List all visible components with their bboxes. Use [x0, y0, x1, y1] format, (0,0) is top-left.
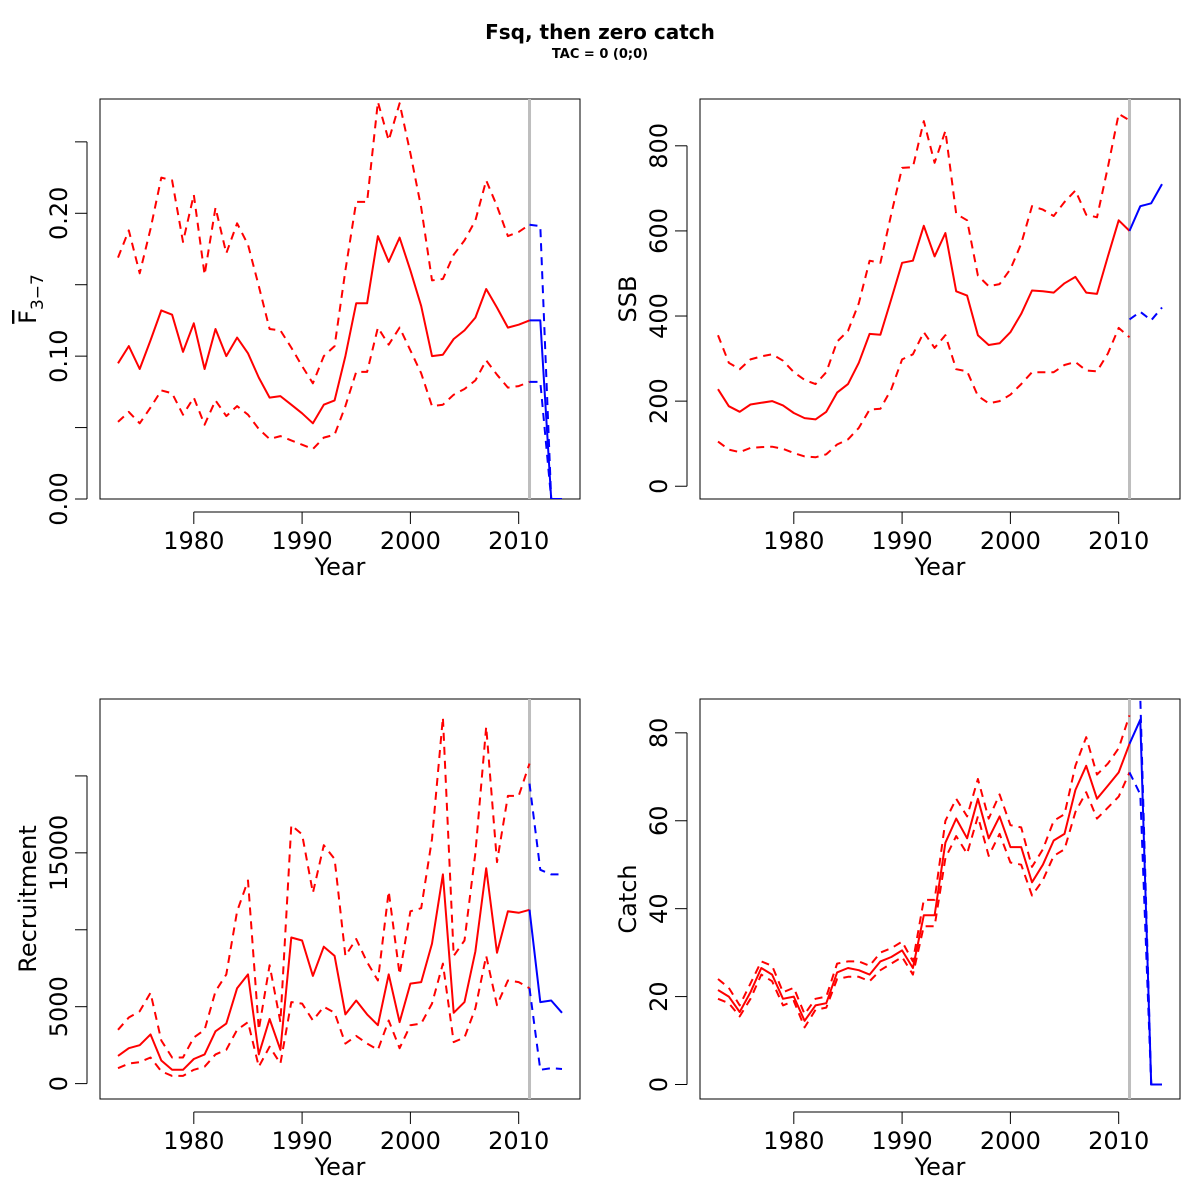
x-axis-label: Year	[314, 553, 366, 581]
x-tick-label: 1980	[763, 527, 824, 555]
series-projection-estimate-line	[529, 319, 562, 499]
y-tick-label: 40	[645, 893, 673, 924]
series-history-bound-line	[717, 771, 1131, 1029]
y-tick-label: 0.00	[45, 472, 73, 525]
y-axis-label: Catch	[614, 864, 642, 933]
x-tick-label: 1990	[272, 1127, 333, 1155]
y-tick-label: 0.20	[45, 187, 73, 240]
x-axis: 1980 1990 2000 2010	[763, 511, 1149, 555]
series-history-bound-line	[117, 100, 531, 385]
panel-catch: 1980 1990 2000 2010 Year 0 20 40 60 80 Catch	[614, 698, 1181, 1181]
y-tick-label: 0	[645, 479, 673, 494]
x-axis-label: Year	[914, 1153, 966, 1181]
x-tick-label: 1980	[163, 527, 224, 555]
y-tick-label: 0	[645, 1077, 673, 1092]
page-title: Fsq, then zero catch	[485, 20, 715, 44]
y-tick-label: 15000	[45, 815, 73, 891]
series-history-estimate-line	[717, 219, 1131, 421]
plot-frame	[99, 98, 581, 500]
y-tick-label: 0.10	[45, 329, 73, 382]
x-tick-label: 2010	[488, 1127, 549, 1155]
x-tick-label: 2000	[380, 527, 441, 555]
y-tick-label: 600	[645, 208, 673, 254]
series-projection-bound-line	[1128, 771, 1162, 1086]
x-axis: 1980 1990 2000 2010	[763, 1111, 1149, 1155]
y-tick-label: 400	[645, 293, 673, 339]
x-tick-label: 2000	[980, 1127, 1041, 1155]
x-tick-label: 1990	[872, 1127, 933, 1155]
x-tick-label: 2010	[488, 527, 549, 555]
series-history-bound-line	[717, 714, 1131, 1016]
series-projection-bound-line	[1128, 306, 1163, 322]
x-tick-label: 1990	[872, 527, 933, 555]
series-history-estimate-line	[117, 235, 530, 425]
series-history-estimate-line	[117, 867, 530, 1071]
series-history-bound-line	[717, 326, 1131, 459]
panel-recruitment: 1980 1990 2000 2010 Year 0 5000 15000Recruitmen…	[14, 698, 581, 1181]
series-projection-bound-line	[528, 988, 563, 1071]
plot-frame	[99, 698, 581, 1100]
x-tick-label: 1980	[163, 1127, 224, 1155]
x-axis-label: Year	[914, 553, 966, 581]
y-tick-label: 800	[645, 123, 673, 169]
y-tick-label: 20	[645, 981, 673, 1012]
series-group	[717, 699, 1162, 1086]
series-history-bound-line	[717, 112, 1131, 386]
x-tick-label: 2000	[980, 527, 1041, 555]
series-history-bound-line	[117, 716, 531, 1059]
y-tick-label: 0	[45, 1076, 73, 1091]
x-axis-label: Year	[314, 1153, 366, 1181]
series-history-bound-line	[117, 326, 530, 450]
y-axis-label-main: F	[14, 310, 42, 324]
series-group	[117, 100, 562, 499]
y-axis-label: SSB	[614, 276, 642, 323]
series-projection-bound-line	[529, 223, 562, 499]
panel-f: 1980 1990 2000 2010 Year 0.00 0.10 0.20 F3−7	[14, 98, 581, 581]
x-tick-label: 2000	[380, 1127, 441, 1155]
y-axis: 0.00 0.10 0.20	[45, 141, 88, 526]
x-axis: 1980 1990 2000 2010	[163, 1111, 549, 1155]
series-projection-estimate-line	[1128, 183, 1163, 232]
y-axis-label: Recruitment	[14, 825, 42, 972]
series-projection-estimate-line	[528, 909, 563, 1014]
y-tick-label: 80	[645, 718, 673, 749]
plot-frame	[699, 98, 1181, 500]
page-subtitle: TAC = 0 (0;0)	[551, 47, 649, 62]
y-axis-label-subscript: 3−7	[28, 274, 48, 310]
series-group	[717, 112, 1163, 459]
y-tick-label: 60	[645, 805, 673, 836]
series-projection-bound-line	[529, 380, 562, 499]
x-tick-label: 1990	[272, 527, 333, 555]
panel-ssb: 1980 1990 2000 2010 Year 0 200 400 600 800 SSB	[614, 98, 1181, 581]
x-axis: 1980 1990 2000 2010	[163, 511, 549, 555]
y-axis: 0 200 400 600 800	[645, 123, 688, 494]
x-tick-label: 2010	[1088, 527, 1149, 555]
y-tick-label: 5000	[45, 976, 73, 1037]
x-tick-label: 1980	[763, 1127, 824, 1155]
y-axis: 0 20 40 60 80	[645, 718, 688, 1092]
series-group	[117, 716, 563, 1077]
y-axis: 0 5000 15000	[45, 775, 88, 1091]
series-projection-bound-line	[528, 783, 562, 876]
x-tick-label: 2010	[1088, 1127, 1149, 1155]
y-tick-label: 200	[645, 378, 673, 424]
series-history-estimate-line	[717, 743, 1131, 1022]
plot-frame	[699, 698, 1181, 1100]
y-axis-label: F3−7	[14, 274, 48, 324]
